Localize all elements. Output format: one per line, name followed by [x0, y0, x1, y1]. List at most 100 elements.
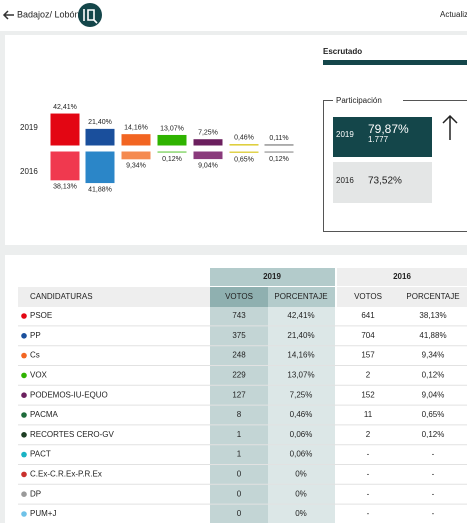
bar: [85, 151, 115, 184]
table-cell: -: [432, 450, 435, 459]
column-header-pct-2019: [268, 287, 335, 307]
current-votes: 1.777: [368, 135, 389, 144]
table-cell: -: [432, 489, 435, 498]
year-label: 2016: [20, 167, 38, 176]
bar-label: 9,34%: [126, 163, 146, 170]
column-header: VOTOS: [354, 292, 382, 301]
party-dot: [21, 412, 27, 418]
table-cell: 704: [361, 331, 375, 340]
trend-arrow: [442, 114, 458, 140]
table-cell: 0,65%: [422, 410, 445, 419]
table-cell: -: [432, 470, 435, 479]
bar-label: 13,07%: [160, 125, 184, 132]
participation-current: [333, 117, 432, 157]
table-cell: 41,88%: [419, 331, 446, 340]
bar-label: 0,12%: [269, 156, 289, 163]
table-cell: 14,16%: [287, 351, 314, 360]
logo-mark: [83, 9, 98, 24]
table-cell: 0: [237, 489, 242, 498]
party-dot: [21, 511, 27, 517]
table-cell: 0: [237, 509, 242, 518]
bar-label: 0,65%: [234, 156, 254, 163]
scrutiny-bar: [323, 60, 467, 65]
logo: [78, 3, 102, 27]
table-cell: 9,04%: [422, 390, 445, 399]
bar: [121, 151, 151, 160]
party-dot: [21, 451, 27, 458]
table-cell: C.Ex-C.R.Ex-P.R.Ex: [30, 470, 102, 479]
bar-label: 38,13%: [53, 184, 77, 191]
location[interactable]: Badajoz/ Lobón: [17, 9, 80, 19]
table-cell: DP: [30, 489, 41, 498]
participation-previous: [333, 162, 432, 203]
bar-label: 42,41%: [53, 104, 77, 111]
party-dot: [21, 491, 27, 498]
party-dot: [21, 372, 27, 379]
table-cell: 0%: [295, 489, 307, 498]
year-header: 2016: [393, 272, 411, 281]
table-cell: -: [367, 509, 370, 518]
table-cell: PACT: [30, 450, 51, 459]
table-cell: 0,46%: [290, 410, 313, 419]
column-header: CANDIDATURAS: [30, 292, 93, 301]
year-label: 2019: [20, 123, 38, 132]
table-cell: RECORTES CERO-GV: [30, 430, 115, 439]
table-cell: 641: [361, 311, 375, 320]
table-cell: 127: [232, 390, 246, 399]
participation-title: Participación: [336, 96, 382, 105]
bar-label: 14,16%: [124, 125, 148, 132]
table-cell: -: [367, 489, 370, 498]
back-arrow[interactable]: [2, 10, 14, 20]
current-percent: 79,87%: [368, 122, 409, 136]
table-cell: VOX: [30, 371, 48, 380]
column-header: PORCENTAJE: [406, 292, 459, 301]
column-header-votes-2019: [210, 287, 268, 307]
column-votes-2019: [210, 307, 268, 523]
table-cell: 0,06%: [290, 450, 313, 459]
table-cell: 229: [232, 371, 246, 380]
bar: [193, 139, 223, 146]
table-cell: 7,25%: [290, 390, 313, 399]
bar: [85, 128, 115, 146]
table-cell: 13,07%: [287, 371, 314, 380]
bar: [50, 151, 80, 181]
table-cell: 0,06%: [290, 430, 313, 439]
party-dot: [21, 352, 27, 359]
previous-percent: 73,52%: [368, 176, 402, 187]
table-cell: 0,12%: [422, 371, 445, 380]
table-cell: 21,40%: [287, 331, 314, 340]
table-cell: 9,34%: [422, 351, 445, 360]
column-header: PORCENTAJE: [274, 292, 327, 301]
bar-label: 0,11%: [269, 135, 288, 142]
table-cell: 2: [366, 371, 371, 380]
table-cell: PUM+J: [30, 509, 56, 518]
bar-label: 0,12%: [162, 156, 182, 163]
party-dot: [21, 392, 27, 399]
table-cell: 42,41%: [287, 311, 314, 320]
bar: [121, 134, 151, 146]
bar-label: 9,04%: [198, 162, 218, 169]
table-cell: 1: [237, 430, 242, 439]
update-link[interactable]: Actualiza: [440, 10, 467, 19]
table-cell: 248: [232, 351, 246, 360]
column-header: VOTOS: [225, 292, 253, 301]
scrutiny-label: Escrutado: [323, 47, 362, 56]
column-header-bg: [18, 287, 210, 307]
party-dot: [21, 333, 27, 339]
table-cell: 8: [237, 410, 242, 419]
year-header-2016: [337, 268, 467, 286]
table-cell: 38,13%: [419, 311, 446, 320]
current-year: 2019: [336, 130, 354, 139]
table-cell: 2: [366, 430, 371, 439]
party-dot: [21, 471, 27, 478]
bar: [157, 134, 187, 146]
table-cell: 1: [237, 450, 242, 459]
table-cell: 0,12%: [422, 430, 445, 439]
table-cell: 0%: [295, 470, 307, 479]
table-cell: PSOE: [30, 311, 52, 320]
table-cell: 0: [237, 470, 242, 479]
party-dot: [21, 313, 27, 319]
table-cell: Cs: [30, 351, 40, 360]
table-cell: 11: [364, 410, 373, 419]
